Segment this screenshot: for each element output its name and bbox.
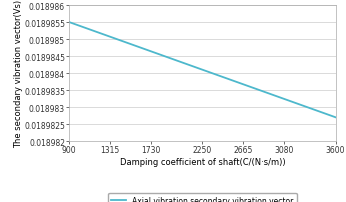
Y-axis label: The secondary vibration vector(Vs): The secondary vibration vector(Vs) <box>13 0 22 147</box>
X-axis label: Damping coefficient of shaft(C/(N·s/m)): Damping coefficient of shaft(C/(N·s/m)) <box>120 157 285 166</box>
Legend: Axial vibration secondary vibration vector: Axial vibration secondary vibration vect… <box>108 193 297 202</box>
